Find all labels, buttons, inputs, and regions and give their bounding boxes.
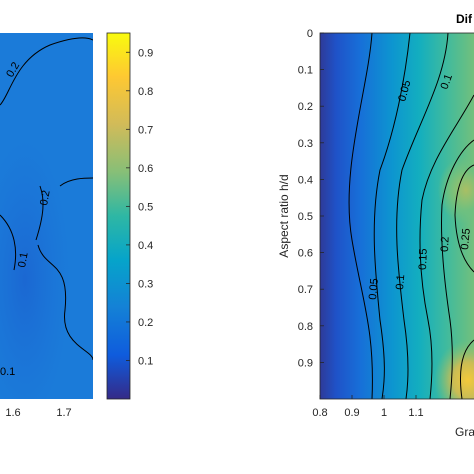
right-x-tick-label: 1.1 — [408, 407, 423, 419]
colorbar-tick-label: 0.8 — [138, 86, 153, 98]
left-low-region — [0, 140, 70, 399]
colorbar-tick-label: 0.5 — [138, 201, 153, 213]
colorbar-gradient — [106, 32, 131, 400]
left-contour-0.2-top — [0, 37, 93, 106]
right-x-tick-label: 1 — [381, 407, 387, 419]
colorbar: 0.1 0.2 0.3 0.4 0.5 0.6 0.7 0.8 0.9 — [106, 32, 153, 400]
right-contour-0.2 — [440, 139, 474, 399]
right-chart-title: Dif — [456, 12, 473, 26]
right-y-tick-label: 0.1 — [298, 65, 313, 77]
right-x-axis-label: Gra — [455, 425, 474, 439]
right-contour-label: 0.15 — [417, 248, 430, 270]
right-x-axis: 0.8 0.9 1 1.1 — [312, 395, 424, 419]
left-contour-0.1 — [0, 214, 93, 361]
left-contour-0.2-mid — [35, 177, 93, 241]
left-x-tick-label: 1.7 — [56, 407, 71, 419]
right-contour-label: 0.05 — [396, 79, 413, 103]
colorbar-tick-label: 0.9 — [138, 47, 153, 59]
colorbar-tick-label: 0.3 — [138, 278, 153, 290]
right-contour-label: 0.1 — [394, 274, 407, 290]
right-y-tick-label: 0.6 — [298, 248, 313, 260]
right-contour-labels: 0.05 0.05 0.1 0.15 0.2 0.25 0.1 — [367, 73, 473, 301]
right-y-tick-label: 0.3 — [298, 138, 313, 150]
right-contour-label: 0.2 — [439, 236, 452, 252]
right-y-tick-label: 0.8 — [298, 321, 313, 333]
right-heatmap-panel: Dif 0.05 0.05 0.1 0.15 0.2 0.25 0.1 0 0.1… — [277, 12, 474, 439]
left-x-tick-label: 1.6 — [5, 407, 20, 419]
colorbar-tick-label: 0.2 — [138, 317, 153, 329]
right-contour-label: 0.1 — [439, 73, 456, 91]
left-contour-label: 0.2 — [38, 189, 52, 206]
right-y-tick-label: 0.7 — [298, 284, 313, 296]
right-contour-label: 0.05 — [367, 278, 381, 300]
right-y-tick-label: 0.2 — [298, 101, 313, 113]
right-y-tick-label: 0.4 — [298, 174, 313, 186]
right-contour-0.15 — [419, 94, 474, 399]
right-x-tick-label: 0.8 — [312, 407, 327, 419]
right-contour-0.05-left — [348, 33, 373, 399]
colorbar-tick-label: 0.6 — [138, 163, 153, 175]
right-y-axis: 0 0.1 0.2 0.3 0.4 0.5 0.6 0.7 0.8 0.9 — [298, 28, 324, 369]
right-y-tick-label: 0.9 — [298, 357, 313, 369]
colorbar-tick-label: 0.4 — [138, 240, 153, 252]
left-contour-label: 0.1 — [0, 366, 15, 378]
colorbar-tick-label: 0.7 — [138, 124, 153, 136]
right-contour-label: 0.25 — [459, 228, 473, 250]
right-x-tick-label: 0.9 — [344, 407, 359, 419]
right-contour-0.1 — [396, 33, 449, 399]
right-y-tick-label: 0.5 — [298, 211, 313, 223]
right-y-tick-label: 0 — [307, 28, 313, 40]
right-contour-0.05-right — [373, 33, 411, 399]
left-x-axis: 1.6 1.7 — [5, 407, 71, 419]
right-contour-0.25 — [454, 164, 474, 399]
colorbar-ticks: 0.1 0.2 0.3 0.4 0.5 0.6 0.7 0.8 0.9 — [126, 47, 153, 367]
right-y-axis-label: Aspect ratio h/d — [277, 174, 291, 257]
left-contour-label: 0.1 — [16, 251, 30, 268]
colorbar-tick-label: 0.1 — [138, 355, 153, 367]
left-heatmap-panel: 0.2 0.2 0.1 0.1 1.6 1.7 — [0, 33, 93, 419]
